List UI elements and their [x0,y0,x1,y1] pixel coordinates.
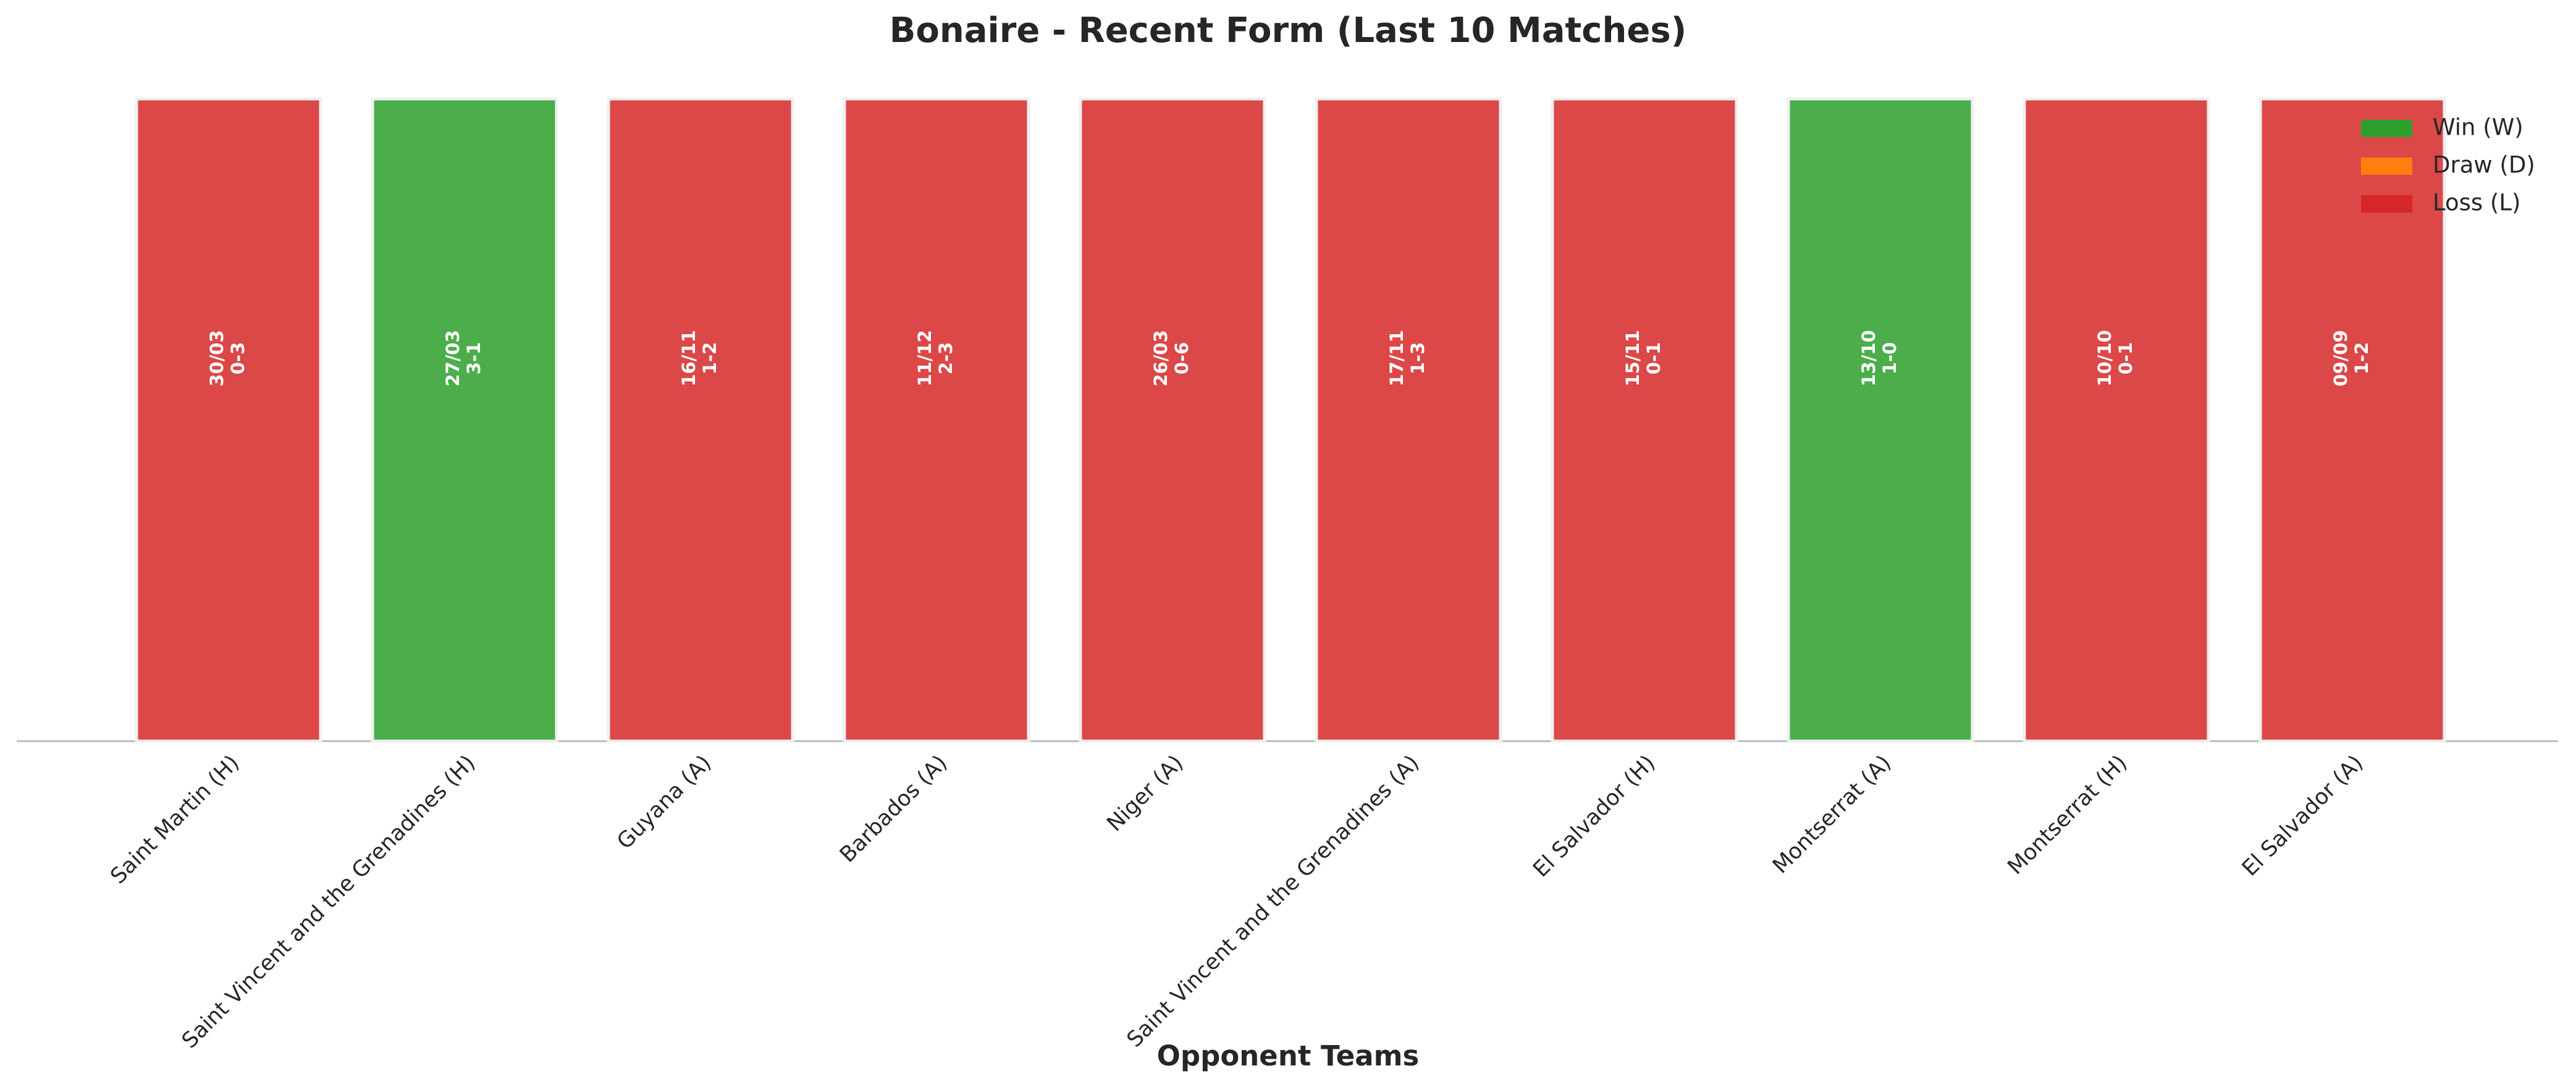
bar-score-label: 1-2 [2351,342,2372,374]
legend-swatch [2361,120,2412,137]
bar-date-label: 11/12 [914,330,935,386]
bar-date-label: 17/11 [1386,330,1407,386]
bar [607,97,794,743]
bar-date-label: 15/11 [1622,330,1643,386]
bar-score-label: 0-3 [227,342,248,374]
bar-score-label: 0-1 [2115,342,2136,374]
bar-score-label: 1-0 [1879,342,1900,374]
bar [1079,97,1266,743]
bar-date-label: 26/03 [1150,330,1171,386]
legend-label: Win (W) [2433,114,2523,141]
bar-date-label: 13/10 [1858,330,1879,386]
bar-score-label: 0-1 [1643,342,1664,374]
bar-score-label: 1-3 [1407,342,1428,374]
bar-score-label: 2-3 [935,342,956,374]
legend-swatch [2361,195,2412,212]
bar [371,97,558,743]
bar [135,97,322,743]
bar [843,97,1030,743]
bar-date-label: 30/03 [206,330,227,386]
bar-score-label: 3-1 [463,342,484,374]
legend-label: Loss (L) [2433,190,2520,216]
bar-date-label: 10/10 [2094,330,2115,386]
legend-label: Draw (D) [2433,152,2535,178]
bar [1551,97,1738,743]
bar-date-label: 16/11 [678,330,699,386]
chart-title: Bonaire - Recent Form (Last 10 Matches) [890,10,1687,51]
bar-score-label: 1-2 [699,342,720,374]
bar-date-label: 27/03 [442,330,463,386]
x-axis-label: Opponent Teams [1157,1040,1420,1072]
bar [2022,97,2210,743]
bar [1315,97,1502,743]
bar [2258,97,2446,743]
bar-score-label: 0-6 [1171,342,1192,374]
legend-swatch [2361,158,2412,175]
bar [1787,97,1974,743]
bar-date-label: 09/09 [2330,330,2351,386]
